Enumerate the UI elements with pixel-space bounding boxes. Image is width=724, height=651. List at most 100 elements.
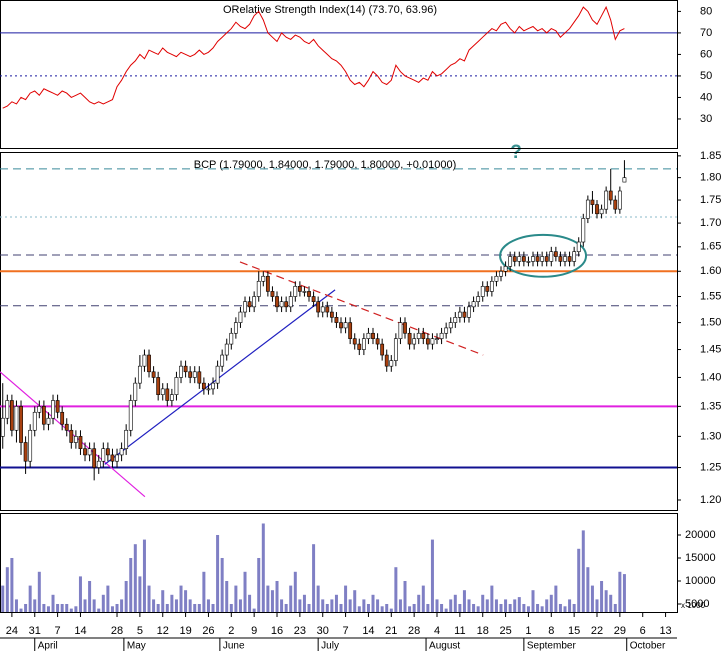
month-label: October [630, 641, 666, 651]
volume-bar [69, 608, 73, 612]
volume-bar [165, 603, 169, 612]
x-tick-label: 7 [55, 625, 61, 637]
candle-body [384, 354, 389, 367]
rsi-line [2, 5, 625, 109]
x-tick-label: 9 [251, 625, 257, 637]
month-label: August [429, 641, 460, 651]
candle-body [165, 388, 170, 401]
candle-body [581, 218, 586, 243]
candle-body [448, 322, 453, 329]
candle-body [489, 280, 494, 292]
candle-body [192, 371, 197, 378]
volume-bar [421, 585, 425, 612]
x-tick-label: 26 [202, 625, 214, 637]
candle-body [256, 280, 261, 297]
candle-body [252, 296, 257, 308]
candle-body [51, 400, 55, 419]
x-tick-label: 4 [434, 625, 440, 637]
candle-body [238, 311, 243, 323]
volume-bar [321, 599, 325, 612]
candle-body [96, 460, 101, 468]
candle-body [0, 417, 5, 437]
volume-unit: x 1000 [681, 601, 706, 610]
volume-bar [339, 603, 343, 612]
volume-bar [206, 599, 210, 612]
candle-body [389, 360, 394, 367]
candle-body [348, 322, 353, 339]
y-tick-label: 20000 [685, 529, 716, 541]
volume-bar [19, 608, 23, 612]
candle-body [311, 296, 316, 302]
volume-bar [394, 567, 398, 612]
candle-body [563, 256, 567, 262]
candle-body [517, 256, 522, 262]
y-tick-label: 1.40 [700, 371, 721, 383]
volume-bar [595, 599, 599, 612]
candle-body [46, 417, 51, 425]
candle-body [174, 377, 179, 395]
candle-body [540, 256, 545, 262]
volume-bar [526, 606, 530, 612]
y-tick-label: 1.35 [700, 400, 721, 412]
x-tick-label: 5 [137, 625, 143, 637]
volume-bar [462, 590, 466, 612]
x-tick-label: 28 [408, 625, 420, 637]
candle-body [60, 411, 65, 425]
volume-bar [334, 594, 338, 612]
volume-bar [353, 590, 357, 612]
candle-body [430, 338, 435, 345]
candle-body [211, 382, 215, 390]
candle-body [334, 317, 339, 323]
candle-body [233, 322, 238, 334]
volume-bar [106, 585, 110, 612]
volume-bar [129, 557, 133, 612]
candle-body [595, 204, 599, 215]
y-tick-label: 1.50 [700, 316, 721, 328]
candle-body [421, 332, 426, 339]
y-tick-label: 15000 [685, 552, 716, 564]
volume-bar [225, 580, 229, 612]
x-tick-label: 16 [271, 625, 283, 637]
candle-body [5, 400, 10, 419]
volume-bar [554, 585, 558, 612]
volume-bar [229, 603, 233, 612]
x-tick-label: 19 [179, 625, 191, 637]
x-tick-label: 24 [6, 625, 18, 637]
candle-body [265, 275, 270, 292]
volume-bar [613, 603, 617, 612]
y-tick-label: 1.20 [700, 494, 721, 506]
volume-bar [545, 599, 549, 612]
candle-body [585, 199, 590, 219]
candle-body [41, 406, 46, 425]
volume-bar [362, 599, 366, 612]
candle-body [83, 448, 87, 456]
volume-bar [147, 585, 151, 612]
candle-body [133, 382, 138, 401]
trend-line [104, 289, 336, 465]
candle-body [357, 343, 362, 350]
volume-bar [499, 603, 503, 612]
volume-bar [622, 574, 626, 612]
volume-bar [133, 544, 137, 612]
candle-body [288, 296, 293, 308]
candle-body [467, 306, 471, 318]
month-label: June [223, 641, 245, 651]
candle-body [197, 371, 202, 384]
volume-bar [380, 606, 384, 612]
candle-body [137, 365, 142, 384]
volume-bar [609, 594, 613, 612]
candle-body [188, 371, 193, 378]
candle-body [28, 429, 33, 462]
volume-bar [389, 608, 393, 612]
volume-bar [435, 599, 439, 612]
y-tick-label: 30 [700, 113, 712, 125]
candle-body [567, 256, 572, 262]
candle-body [69, 429, 74, 443]
volume-bar [481, 594, 485, 612]
candle-body [23, 442, 28, 462]
candle-body [462, 311, 467, 318]
candle-body [599, 208, 604, 215]
volume-bar [220, 557, 224, 612]
